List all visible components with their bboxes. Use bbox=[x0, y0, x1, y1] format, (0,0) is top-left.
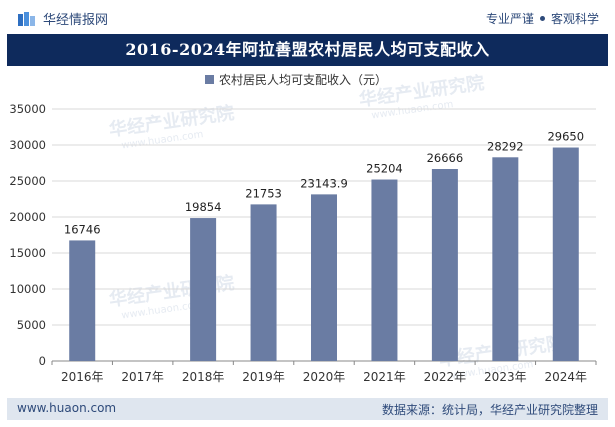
brand-name: 华经情报网 bbox=[43, 13, 109, 28]
x-tick-label: 2016年 bbox=[61, 370, 104, 384]
x-axis: 2016年 2017年 2018年 2019年 2020年 2021年 2022年 2023年… bbox=[51, 361, 597, 384]
bar bbox=[552, 147, 579, 361]
separator-dot-icon bbox=[539, 16, 545, 21]
brand[interactable]: 华经情报网 bbox=[17, 9, 108, 28]
y-tick-label: 35000 bbox=[9, 102, 46, 116]
value-label: 29650 bbox=[547, 130, 584, 144]
y-tick-label: 0 bbox=[39, 354, 46, 368]
x-tick-label: 2022年 bbox=[424, 370, 467, 384]
x-tick-label: 2023年 bbox=[484, 370, 527, 384]
brand-logo-icon bbox=[18, 11, 35, 26]
legend-label: 农村居民人均可支配收入（元） bbox=[219, 73, 387, 87]
value-label: 26666 bbox=[427, 151, 464, 165]
bar bbox=[371, 179, 398, 361]
top-bar: 华经情报网 专业严谨 客观科学 bbox=[0, 0, 615, 34]
x-tick-label: 2017年 bbox=[121, 370, 164, 384]
chart-title: 2016-2024年阿拉善盟农村居民人均可支配收入 bbox=[7, 34, 608, 66]
bar bbox=[250, 204, 277, 361]
bar bbox=[492, 157, 519, 361]
y-tick-label: 10000 bbox=[9, 282, 46, 296]
x-tick-label: 2021年 bbox=[363, 370, 406, 384]
y-tick-label: 20000 bbox=[9, 210, 46, 224]
y-tick-label: 5000 bbox=[17, 318, 46, 332]
y-tick-label: 15000 bbox=[9, 246, 46, 260]
tagline-right: 客观科学 bbox=[550, 12, 599, 26]
bar bbox=[311, 194, 337, 361]
value-label: 16746 bbox=[64, 222, 101, 236]
legend-swatch-icon bbox=[205, 75, 214, 84]
bar bbox=[190, 218, 217, 361]
x-tick-label: 2018年 bbox=[182, 370, 225, 384]
bar bbox=[431, 169, 458, 361]
value-label: 25204 bbox=[366, 162, 403, 176]
bar-chart: 华经产业研究院www.huaon.com华经产业研究院www.huaon.com… bbox=[9, 72, 597, 384]
x-tick-label: 2024年 bbox=[545, 370, 588, 384]
footer-source: 数据来源：统计局，华经产业研究院整理 bbox=[381, 403, 598, 417]
x-tick-label: 2020年 bbox=[303, 370, 346, 384]
y-tick-label: 30000 bbox=[9, 138, 46, 152]
x-tick-label: 2019年 bbox=[242, 370, 285, 384]
y-axis: 0 5000 10000 15000 20000 25000 30000 35000 bbox=[9, 102, 46, 368]
footer: www.huaon.com 数据来源：统计局，华经产业研究院整理 bbox=[7, 398, 608, 420]
bars bbox=[69, 147, 579, 361]
tagline-left: 专业严谨 bbox=[485, 12, 534, 26]
tagline: 专业严谨 客观科学 bbox=[486, 10, 599, 27]
value-label: 21753 bbox=[245, 186, 282, 200]
bar bbox=[69, 240, 96, 361]
value-label: 28292 bbox=[487, 139, 524, 153]
y-tick-label: 25000 bbox=[9, 174, 46, 188]
value-labels: 16746 19854 21753 23143.9 25204 26666 28292 296… bbox=[64, 130, 584, 237]
legend: 农村居民人均可支配收入（元） bbox=[205, 73, 387, 87]
value-label: 23143.9 bbox=[300, 176, 348, 190]
value-label: 19854 bbox=[185, 200, 222, 214]
footer-website[interactable]: www.huaon.com bbox=[17, 401, 117, 415]
